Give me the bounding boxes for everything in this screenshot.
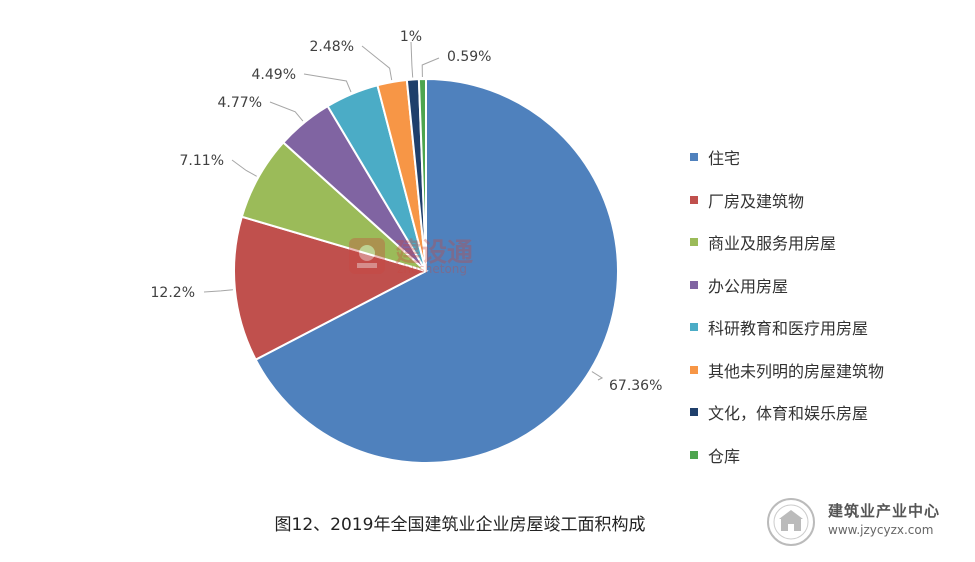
pie-slice-8 [417, 77, 427, 272]
legend-swatch [690, 280, 698, 289]
legend-swatch [690, 195, 698, 204]
legend-swatch [690, 450, 698, 459]
brand-block: 建筑业产业中心 www.jzycyzx.com [828, 500, 940, 537]
legend-item: 文化，体育和娱乐房屋 [690, 391, 884, 434]
watermark-subtext: zhushetong [397, 262, 468, 276]
brand-name: 建筑业产业中心 [828, 502, 941, 520]
legend-item: 科研教育和医疗用房屋 [690, 306, 884, 349]
pie-slice-2 [233, 215, 429, 362]
legend-swatch [690, 408, 698, 417]
legend-label: 文化，体育和娱乐房屋 [708, 404, 869, 424]
data-label-3: 7.11% [180, 153, 224, 169]
data-label-8: 0.59% [447, 49, 491, 65]
data-label-1: 67.36% [609, 378, 662, 394]
legend-item: 办公用房屋 [690, 264, 884, 307]
legend-item: 住宅 [690, 136, 884, 179]
legend-swatch [690, 323, 698, 332]
data-label-5: 4.49% [252, 67, 296, 83]
legend-item: 其他未列明的房屋建筑物 [690, 349, 884, 392]
data-label-6: 2.48% [310, 39, 354, 55]
data-label-7: 1% [400, 29, 422, 45]
leader-line-2 [203, 289, 233, 293]
leader-line-3 [231, 159, 257, 177]
legend-item: 厂房及建筑物 [690, 179, 884, 222]
data-label-4: 4.77% [218, 95, 262, 111]
watermark: 建设通 zhushetong [345, 232, 505, 280]
legend-label: 厂房及建筑物 [708, 191, 805, 211]
legend-label: 办公用房屋 [708, 276, 789, 296]
legend-item: 商业及服务用房屋 [690, 221, 884, 264]
brand-url: www.jzycyzx.com [828, 523, 934, 537]
legend-swatch [690, 365, 698, 374]
legend-swatch [690, 153, 698, 162]
legend-label: 其他未列明的房屋建筑物 [708, 361, 885, 381]
watermark-text: 建设通 [395, 238, 474, 268]
leader-line-6 [361, 45, 393, 81]
leader-line-4 [269, 101, 304, 122]
watermark-logo-icon [349, 238, 385, 274]
legend-label: 科研教育和医疗用房屋 [708, 319, 869, 339]
legend-label: 商业及服务用房屋 [708, 234, 837, 254]
leader-line-5 [303, 73, 352, 93]
leader-line-7 [410, 41, 414, 78]
leader-line-8 [421, 57, 440, 78]
data-label-2: 12.2% [151, 285, 195, 301]
legend-label: 仓库 [708, 446, 741, 466]
leader-line-1 [591, 371, 604, 381]
chart-legend: 住宅厂房及建筑物商业及服务用房屋 办公用房屋科研教育和医疗用房屋 其他未列明的房屋建… [690, 136, 884, 476]
pie-slice-1 [254, 77, 619, 464]
legend-item: 仓库 [690, 434, 884, 477]
legend-swatch [690, 238, 698, 247]
chart-title: 图12、2019年全国建筑业企业房屋竣工面积构成 [274, 515, 646, 535]
legend-label: 住宅 [708, 149, 741, 169]
brand-seal-icon [767, 498, 815, 546]
